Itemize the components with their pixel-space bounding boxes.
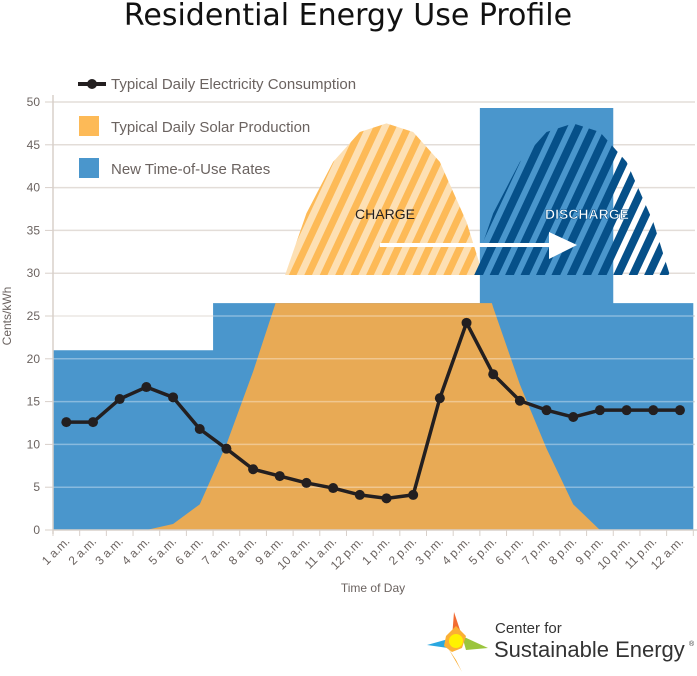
- consumption-point: [514, 395, 525, 406]
- consumption-point: [274, 471, 285, 482]
- consumption-point: [648, 405, 659, 416]
- consumption-point: [621, 405, 632, 416]
- y-tick-label: 30: [27, 266, 41, 280]
- discharge-clip-group: [471, 123, 670, 275]
- axes: [52, 95, 697, 534]
- solar-area: [53, 303, 694, 530]
- x-tick-label: 7 p.m.: [519, 534, 552, 567]
- x-tick-label: 6 p.m.: [493, 534, 526, 567]
- consumption-point: [461, 317, 472, 328]
- legend-dot-icon: [87, 79, 97, 89]
- x-axis-label: Time of Day: [341, 581, 405, 595]
- y-tick-label: 35: [27, 223, 41, 237]
- legend-item-rates: New Time-of-Use Rates: [79, 158, 270, 178]
- y-tick-label: 0: [33, 523, 40, 537]
- y-tick-label: 20: [27, 352, 41, 366]
- chart-title: Residential Energy Use Profile: [124, 0, 572, 33]
- consumption-point: [408, 489, 419, 500]
- legend-item-solar: Typical Daily Solar Production: [79, 116, 310, 136]
- legend-item-consumption: Typical Daily Electricity Consumption: [78, 76, 356, 93]
- legend-label-consumption: Typical Daily Electricity Consumption: [111, 76, 356, 93]
- x-tick-label: 5 p.m.: [466, 534, 499, 567]
- consumption-point: [168, 392, 179, 403]
- x-tick-label: 7 a.m.: [199, 534, 232, 567]
- legend-swatch-solar: [79, 116, 99, 136]
- gridlines-overlay: [53, 315, 693, 488]
- x-tick-label: 6 a.m.: [172, 534, 205, 567]
- consumption-point: [381, 493, 392, 504]
- consumption-point: [354, 489, 365, 500]
- y-tick-label: 5: [33, 480, 40, 494]
- consumption-point: [141, 382, 152, 393]
- consumption-line: [61, 317, 685, 504]
- discharge-plot-group: [471, 123, 670, 275]
- x-tick-label: 8 a.m.: [226, 534, 259, 567]
- y-tick-label: 50: [27, 95, 41, 109]
- x-tick-label: 4 a.m.: [119, 534, 152, 567]
- consumption-point: [301, 477, 312, 488]
- consumption-point: [594, 405, 605, 416]
- consumption-point: [674, 405, 685, 416]
- solar-striped-top: [285, 123, 484, 275]
- x-tick-label: 5 a.m.: [146, 534, 179, 567]
- logo-line2: Sustainable Energy: [494, 637, 685, 662]
- consumption-point: [221, 443, 232, 454]
- legend: Typical Daily Electricity Consumption Ty…: [78, 76, 356, 178]
- consumption-point: [488, 369, 499, 380]
- x-ticks: 1 a.m.2 a.m.3 a.m.4 a.m.5 a.m.6 a.m.7 a.…: [39, 530, 694, 572]
- consumption-point: [248, 464, 259, 475]
- x-tick-label: 2 p.m.: [386, 534, 419, 567]
- y-axis-label: Cents/kWh: [0, 287, 14, 346]
- y-tick-label: 15: [27, 395, 41, 409]
- logo: Center for Sustainable Energy ®: [427, 612, 695, 672]
- solar-solid-area: [53, 303, 694, 530]
- consumption-point: [328, 483, 339, 494]
- y-tick-label: 10: [27, 437, 41, 451]
- legend-label-rates: New Time-of-Use Rates: [111, 161, 270, 178]
- consumption-point: [568, 412, 579, 423]
- charge-label: CHARGE: [355, 206, 415, 222]
- consumption-point: [194, 423, 205, 434]
- y-ticks: 0 5 10 15 20 25 30 35 40 45 50: [27, 95, 53, 537]
- legend-label-solar: Typical Daily Solar Production: [111, 119, 310, 136]
- x-tick-label: 1 p.m.: [359, 534, 392, 567]
- consumption-point: [434, 393, 445, 404]
- x-tick-label: 3 p.m.: [412, 534, 445, 567]
- legend-swatch-rates: [79, 158, 99, 178]
- x-tick-label: 2 a.m.: [66, 534, 99, 567]
- consumption-point: [114, 394, 125, 405]
- y-tick-label: 25: [27, 309, 41, 323]
- arrow-head: [549, 232, 577, 259]
- consumption-point: [88, 417, 99, 428]
- discharge-striped-area: [471, 123, 670, 275]
- y-tick-label: 45: [27, 138, 41, 152]
- x-tick-label: 3 a.m.: [92, 534, 125, 567]
- discharge-label: DISCHARGE: [545, 206, 629, 222]
- charge-arrow: [380, 232, 577, 259]
- x-tick-label: 1 a.m.: [39, 534, 72, 567]
- consumption-point: [61, 417, 72, 428]
- logo-line1: Center for: [495, 620, 562, 637]
- x-tick-label: 4 p.m.: [439, 534, 472, 567]
- y-tick-label: 40: [27, 181, 41, 195]
- consumption-point: [541, 405, 552, 416]
- logo-mark-icon: [427, 612, 488, 672]
- logo-registered-mark: ®: [689, 640, 695, 648]
- solar-area-striped: [285, 123, 484, 275]
- x-tick-label: 8 p.m.: [546, 534, 579, 567]
- discharge-area: [471, 123, 670, 275]
